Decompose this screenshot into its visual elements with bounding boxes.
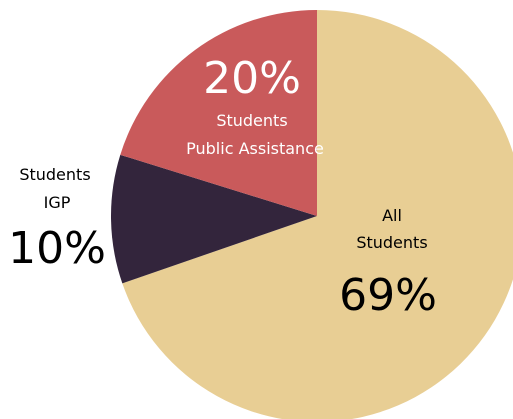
slice-all-students [122,10,513,419]
slice-label-igp-line1: Students [19,165,90,184]
pie-slices [110,10,513,419]
slice-students-public-assistance [120,10,317,216]
slice-value-all-students: 69% [339,270,437,321]
slice-label-public-assistance-line1: Students [216,111,287,130]
slice-label-all-students-line2: Students [356,233,427,252]
slice-label-public-assistance-line2: Public Assistance [186,139,324,158]
slice-label-igp-line2: IGP [44,193,71,212]
slice-value-igp: 10% [8,223,106,274]
slice-students-igp [110,154,317,284]
slice-value-public-assistance: 20% [203,53,301,104]
slice-label-all-students-line1: All [382,206,402,225]
